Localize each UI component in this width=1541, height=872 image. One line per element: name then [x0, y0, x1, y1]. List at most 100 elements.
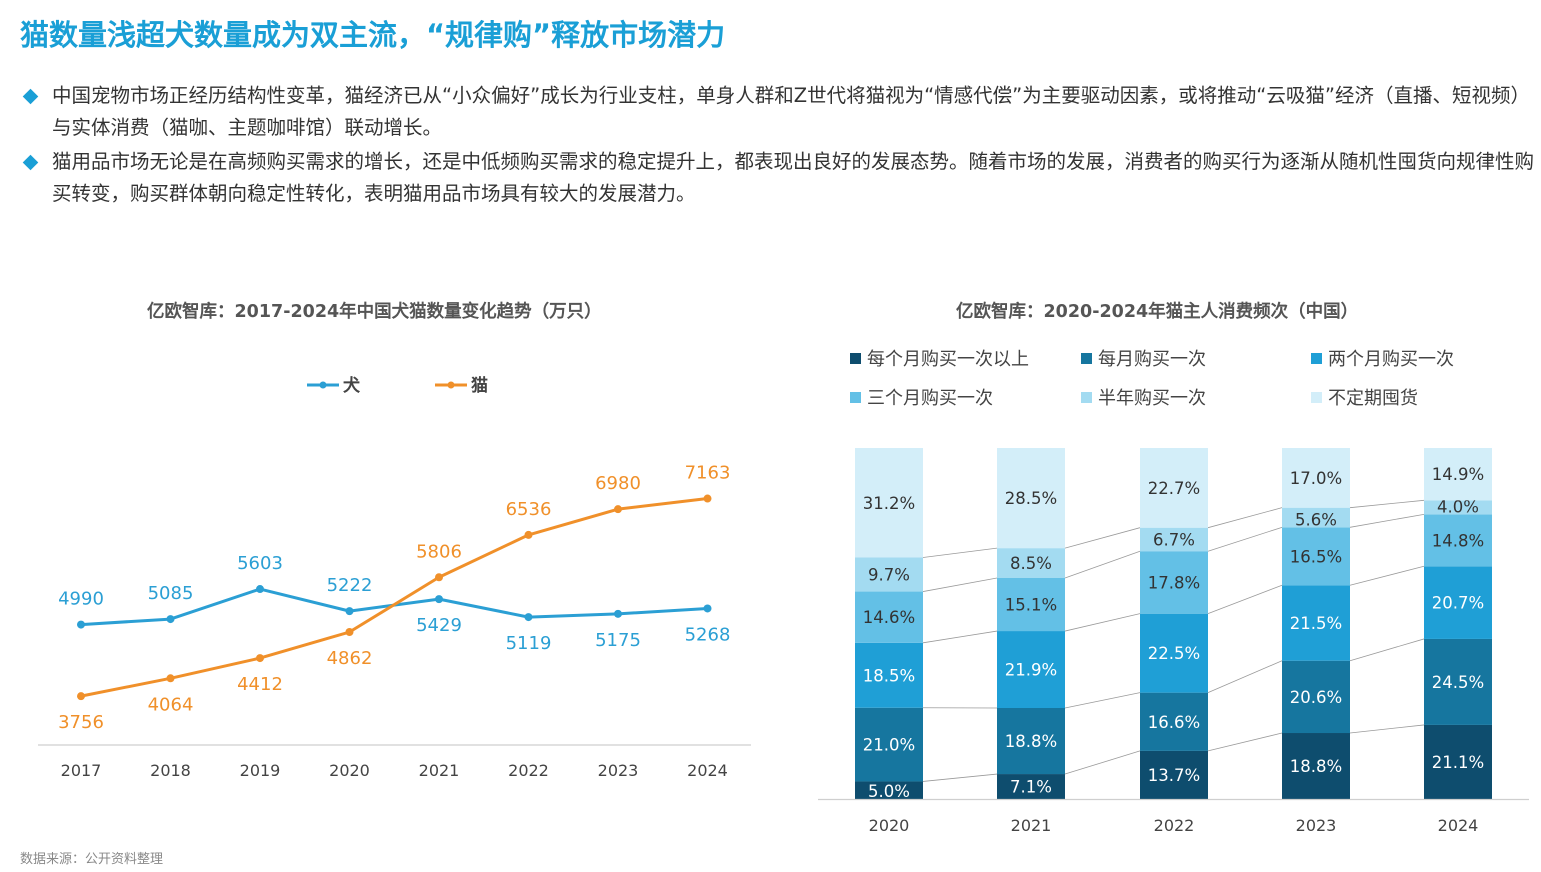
bar-data-label: 14.9%: [1432, 465, 1484, 484]
bar-data-label: 16.6%: [1148, 713, 1200, 732]
x-tick-label: 2020: [869, 816, 910, 835]
bar-data-label: 24.5%: [1432, 673, 1484, 692]
bar-data-label: 20.6%: [1290, 688, 1342, 707]
dog-data-point: [77, 620, 85, 629]
bar-segment: [1140, 750, 1208, 799]
bullet-text: 中国宠物市场正经历结构性变革，猫经济已从“小众偏好”成长为行业支柱，单身人群和Z…: [52, 84, 1530, 139]
cat-series-line: [80, 497, 708, 698]
bar-segment: [1424, 638, 1492, 725]
x-tick-label: 2022: [1154, 816, 1195, 835]
bar-segment: [997, 548, 1065, 578]
bar-data-label: 18.8%: [1005, 732, 1057, 751]
series-connector-line: [922, 773, 998, 782]
bar-segment: [1140, 551, 1208, 614]
cat-data-point: [256, 654, 264, 663]
bar-data-label: 21.0%: [863, 736, 915, 755]
bar-data-label: 31.2%: [863, 494, 915, 513]
bar-data-label: 20.7%: [1432, 594, 1484, 613]
bar-segment: [997, 774, 1065, 799]
bar-segment: [997, 708, 1065, 775]
series-connector-line: [922, 547, 998, 558]
bar-data-label: 14.8%: [1432, 531, 1484, 550]
bar-data-label: 22.7%: [1148, 479, 1200, 498]
x-tick-label: 2021: [419, 761, 460, 780]
bar-segment: [1424, 448, 1492, 501]
series-connector-line: [1349, 565, 1425, 586]
cat-data-label: 6536: [506, 499, 552, 520]
dog-data-label: 5429: [416, 615, 462, 636]
bar-data-label: 21.5%: [1290, 614, 1342, 633]
legend-label: 三个月购买一次: [867, 388, 993, 409]
bullet-list: 中国宠物市场正经历结构性变革，猫经济已从“小众偏好”成长为行业支柱，单身人群和Z…: [22, 80, 1537, 212]
cat-data-label: 3756: [58, 712, 104, 733]
bar-segment: [1282, 448, 1350, 508]
legend-swatch: [850, 353, 861, 364]
series-connector-line: [1207, 507, 1283, 529]
legend-swatch: [1311, 392, 1322, 403]
bar-data-label: 5.6%: [1295, 510, 1337, 529]
x-tick-label: 2018: [150, 761, 191, 780]
series-connector-line: [1207, 660, 1283, 694]
bar-data-label: 15.1%: [1005, 596, 1057, 615]
x-tick-label: 2023: [598, 761, 639, 780]
x-tick-label: 2024: [687, 761, 728, 780]
bar-segment: [1424, 500, 1492, 515]
series-connector-line: [1064, 527, 1141, 549]
legend-label: 每个月购买一次以上: [867, 349, 1029, 370]
bar-segment: [997, 448, 1065, 549]
dog-data-label: 5222: [327, 575, 373, 596]
bullet-item: 猫用品市场无论是在高频购买需求的增长，还是中低频购买需求的稳定提升上，都表现出良…: [22, 146, 1537, 210]
cat-data-label: 5806: [416, 541, 462, 562]
cat-data-label: 4412: [237, 674, 283, 695]
legend-label: 半年购买一次: [1098, 388, 1206, 409]
bar-segment: [1140, 527, 1208, 552]
bar-data-label: 17.0%: [1290, 469, 1342, 488]
series-connector-line: [1207, 526, 1283, 552]
legend-swatch-marker: [319, 381, 327, 389]
cat-data-point: [166, 674, 175, 683]
cat-data-label: 4862: [327, 648, 373, 669]
bar-data-label: 21.1%: [1432, 753, 1484, 772]
legend-swatch-marker: [447, 381, 455, 389]
bar-segment: [855, 591, 923, 643]
cat-data-point: [524, 530, 533, 539]
x-tick-label: 2021: [1011, 816, 1052, 835]
diamond-bullet-icon: [22, 88, 39, 105]
dog-data-point: [345, 607, 354, 616]
dog-data-point: [614, 609, 622, 618]
bar-data-label: 16.5%: [1290, 547, 1342, 566]
dog-data-label: 5175: [595, 630, 641, 651]
x-tick-label: 2023: [1296, 816, 1337, 835]
bar-segment: [1282, 507, 1350, 528]
x-tick-label: 2017: [61, 761, 102, 780]
series-connector-line: [1064, 550, 1141, 579]
cat-data-point: [77, 692, 85, 701]
bar-segment: [1140, 448, 1208, 528]
cat-data-label: 4064: [148, 694, 194, 715]
bar-segment: [1140, 613, 1208, 693]
bar-data-label: 6.7%: [1153, 530, 1195, 549]
bar-data-label: 8.5%: [1010, 554, 1052, 573]
dog-data-point: [256, 585, 264, 594]
bar-segment: [1282, 660, 1350, 734]
x-tick-label: 2020: [329, 761, 370, 780]
legend-swatch: [1081, 392, 1092, 403]
bar-segment: [1424, 514, 1492, 567]
cat-data-point: [345, 628, 354, 637]
page-title: 猫数量浅超犬数量成为双主流，“规律购”释放市场潜力: [20, 18, 726, 52]
x-tick-label: 2019: [240, 761, 281, 780]
bar-data-label: 18.8%: [1290, 757, 1342, 776]
bar-chart-title: 亿欧智库：2020-2024年猫主人消费频次（中国）: [956, 302, 1359, 322]
bar-segment: [1424, 724, 1492, 799]
bar-data-label: 17.8%: [1148, 573, 1200, 592]
cat-data-label: 7163: [685, 463, 731, 484]
legend-label: 不定期囤货: [1328, 388, 1418, 409]
bar-segment: [1140, 692, 1208, 751]
legend-label: 两个月购买一次: [1328, 349, 1454, 370]
legend-swatch: [850, 392, 861, 403]
series-connector-line: [1064, 613, 1141, 632]
data-source: 数据来源：公开资料整理: [20, 852, 164, 867]
bar-segment: [1424, 566, 1492, 639]
bar-data-label: 21.9%: [1005, 661, 1057, 680]
bar-data-label: 13.7%: [1148, 766, 1200, 785]
